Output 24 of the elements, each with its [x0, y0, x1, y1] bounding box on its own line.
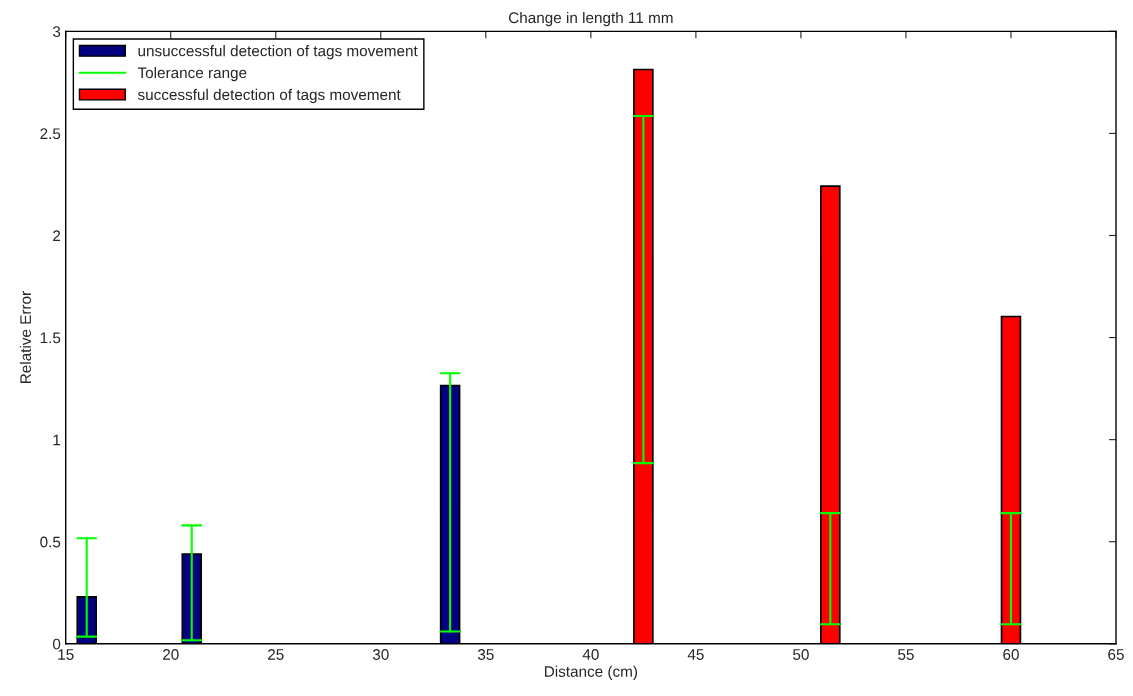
x-tick-label: 15 [58, 649, 74, 660]
y-tick-label: 3 [52, 26, 61, 38]
x-tick-label: 50 [793, 649, 809, 660]
x-tick-label: 25 [268, 649, 284, 660]
y-tick-label: 2.5 [40, 128, 61, 140]
x-tick-label: 20 [163, 649, 179, 660]
y-tick-label: 1.5 [40, 332, 61, 344]
annotation: Tolerance range [137, 66, 247, 82]
y-tick-label: 1 [53, 434, 61, 446]
y-tick-label: 2 [53, 230, 61, 242]
x-axis-title: Distance (cm) [545, 665, 638, 680]
x-tick-label: 60 [1003, 649, 1019, 660]
x-tick-label: 35 [477, 649, 494, 660]
legend-label: successful detection of tags movement [137, 88, 401, 104]
x-tick-label: 40 [582, 649, 599, 660]
y-axis-title: Relative Error [19, 291, 32, 383]
x-tick-label: 30 [372, 649, 389, 660]
x-tick-label: 45 [687, 649, 704, 660]
y-tick-label: 0.5 [40, 536, 61, 548]
y-tick-label: 0 [52, 638, 61, 650]
x-tick-label: 55 [898, 649, 914, 660]
chart-title: Change in length 11 mm [508, 11, 673, 27]
x-tick-label: 65 [1108, 649, 1124, 660]
legend-label: unsuccessful detection of tags movement [138, 45, 418, 60]
